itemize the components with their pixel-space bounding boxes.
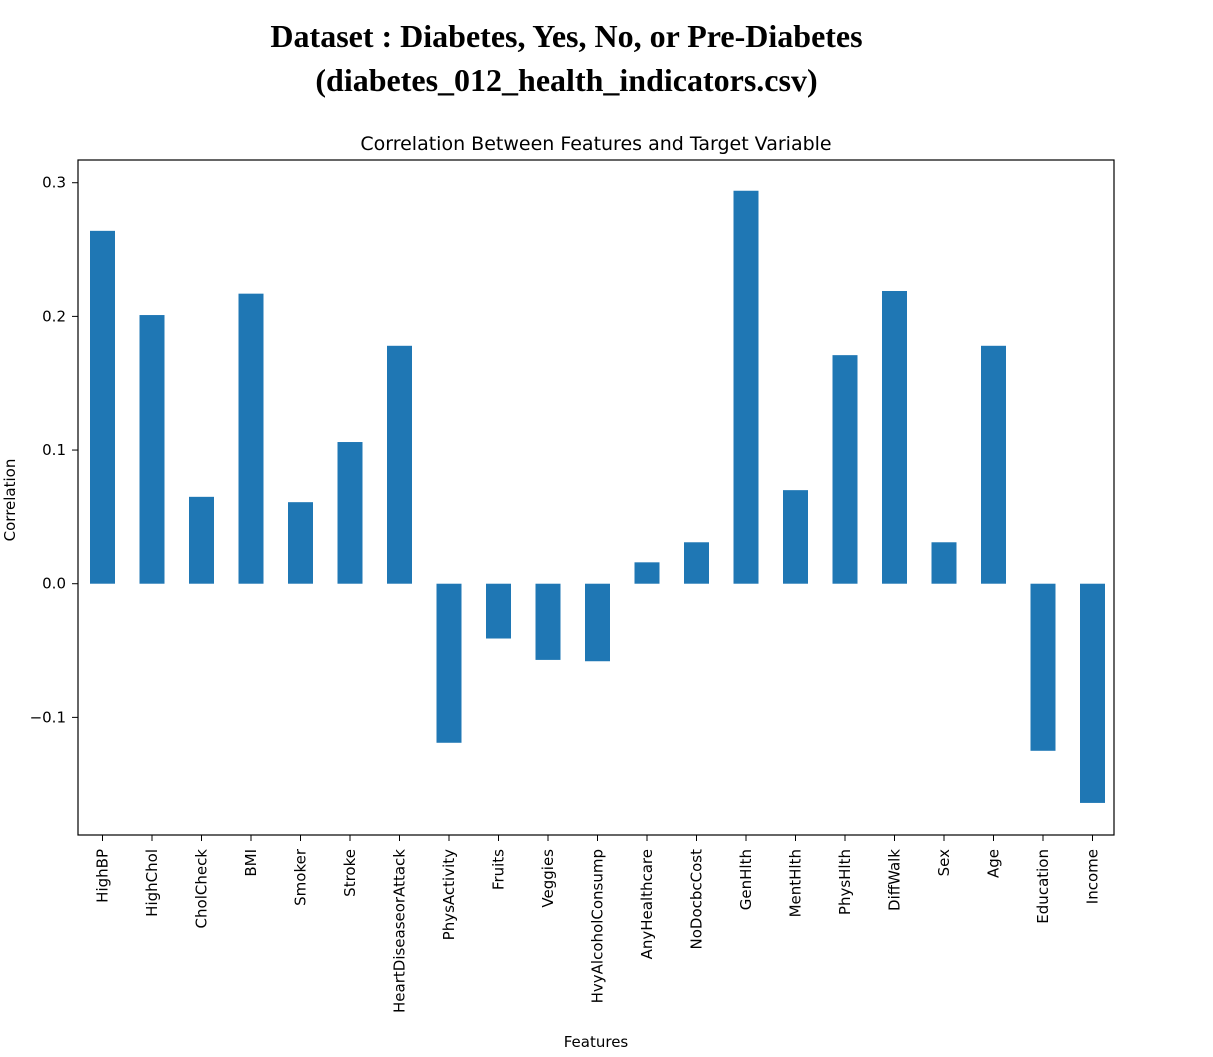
x-tick-label: MentHlth	[787, 849, 805, 917]
x-tick-label: BMI	[242, 849, 260, 877]
bar-highbp	[90, 230, 115, 584]
figure-header-line-1: Dataset : Diabetes, Yes, No, or Pre-Diab…	[270, 18, 863, 54]
x-tick-label: Stroke	[341, 849, 359, 897]
y-tick-label: 0.1	[42, 441, 66, 459]
bar-diffwalk	[882, 290, 907, 584]
bar-nodocbccost	[684, 542, 709, 584]
ticks-layer: HighBP HighChol CholCheck BMI Smoker Stroke He…	[30, 174, 1102, 1013]
x-tick-label: Sex	[935, 849, 953, 876]
bar-cholcheck	[189, 496, 214, 584]
x-tick-label: HighChol	[143, 849, 161, 917]
bar-genhlth	[733, 190, 759, 584]
x-tick-label: GenHlth	[737, 849, 755, 910]
x-axis-label: Features	[564, 1033, 629, 1051]
bar-veggies	[535, 583, 561, 660]
x-tick-label: NoDocbcCost	[688, 849, 706, 950]
figure-header-line-2: (diabetes_012_health_indicators.csv)	[315, 62, 818, 98]
bar-education	[1030, 583, 1056, 751]
x-tick-label: HighBP	[94, 849, 112, 903]
bar-anyhealthcare	[634, 562, 660, 584]
bar-smoker	[288, 502, 313, 584]
x-tick-label: Smoker	[292, 848, 310, 906]
x-tick-label: PhysHlth	[836, 849, 854, 915]
bar-menthlth	[783, 490, 808, 584]
x-tick-label: Income	[1084, 849, 1102, 904]
figure-header: Dataset : Diabetes, Yes, No, or Pre-Diab…	[0, 14, 1133, 102]
bar-hvyalcoholconsump	[585, 583, 610, 662]
bar-fruits	[486, 583, 511, 639]
y-axis-label: Correlation	[1, 459, 19, 542]
bar-age	[981, 345, 1006, 584]
bar-sex	[931, 542, 957, 584]
x-tick-label: Age	[985, 849, 1003, 878]
bars-layer	[90, 190, 1105, 803]
bar-stroke	[337, 442, 363, 584]
x-tick-label: HvyAlcoholConsump	[589, 849, 607, 1003]
x-tick-label: CholCheck	[193, 849, 211, 929]
x-tick-label: Veggies	[539, 849, 557, 908]
y-tick-label: 0.0	[42, 575, 66, 593]
chart-title: Correlation Between Features and Target …	[360, 133, 831, 155]
y-tick-label: −0.1	[30, 708, 66, 726]
x-tick-label: PhysActivity	[440, 849, 458, 940]
plot-frame	[77, 159, 1115, 836]
y-tick-label: 0.2	[42, 307, 66, 325]
x-tick-label: AnyHealthcare	[638, 849, 656, 959]
bar-physactivity	[436, 583, 462, 743]
bar-income	[1080, 583, 1105, 803]
x-tick-label: Fruits	[490, 849, 508, 890]
x-tick-label: Education	[1034, 849, 1052, 924]
bar-highchol	[139, 315, 165, 584]
x-tick-label: HeartDiseaseorAttack	[391, 849, 409, 1013]
bar-bmi	[238, 293, 264, 584]
y-tick-label: 0.3	[42, 174, 66, 192]
bar-physhlth	[832, 355, 858, 584]
x-tick-label: DiffWalk	[886, 849, 904, 911]
bar-heartdiseaseorattack	[387, 345, 412, 584]
